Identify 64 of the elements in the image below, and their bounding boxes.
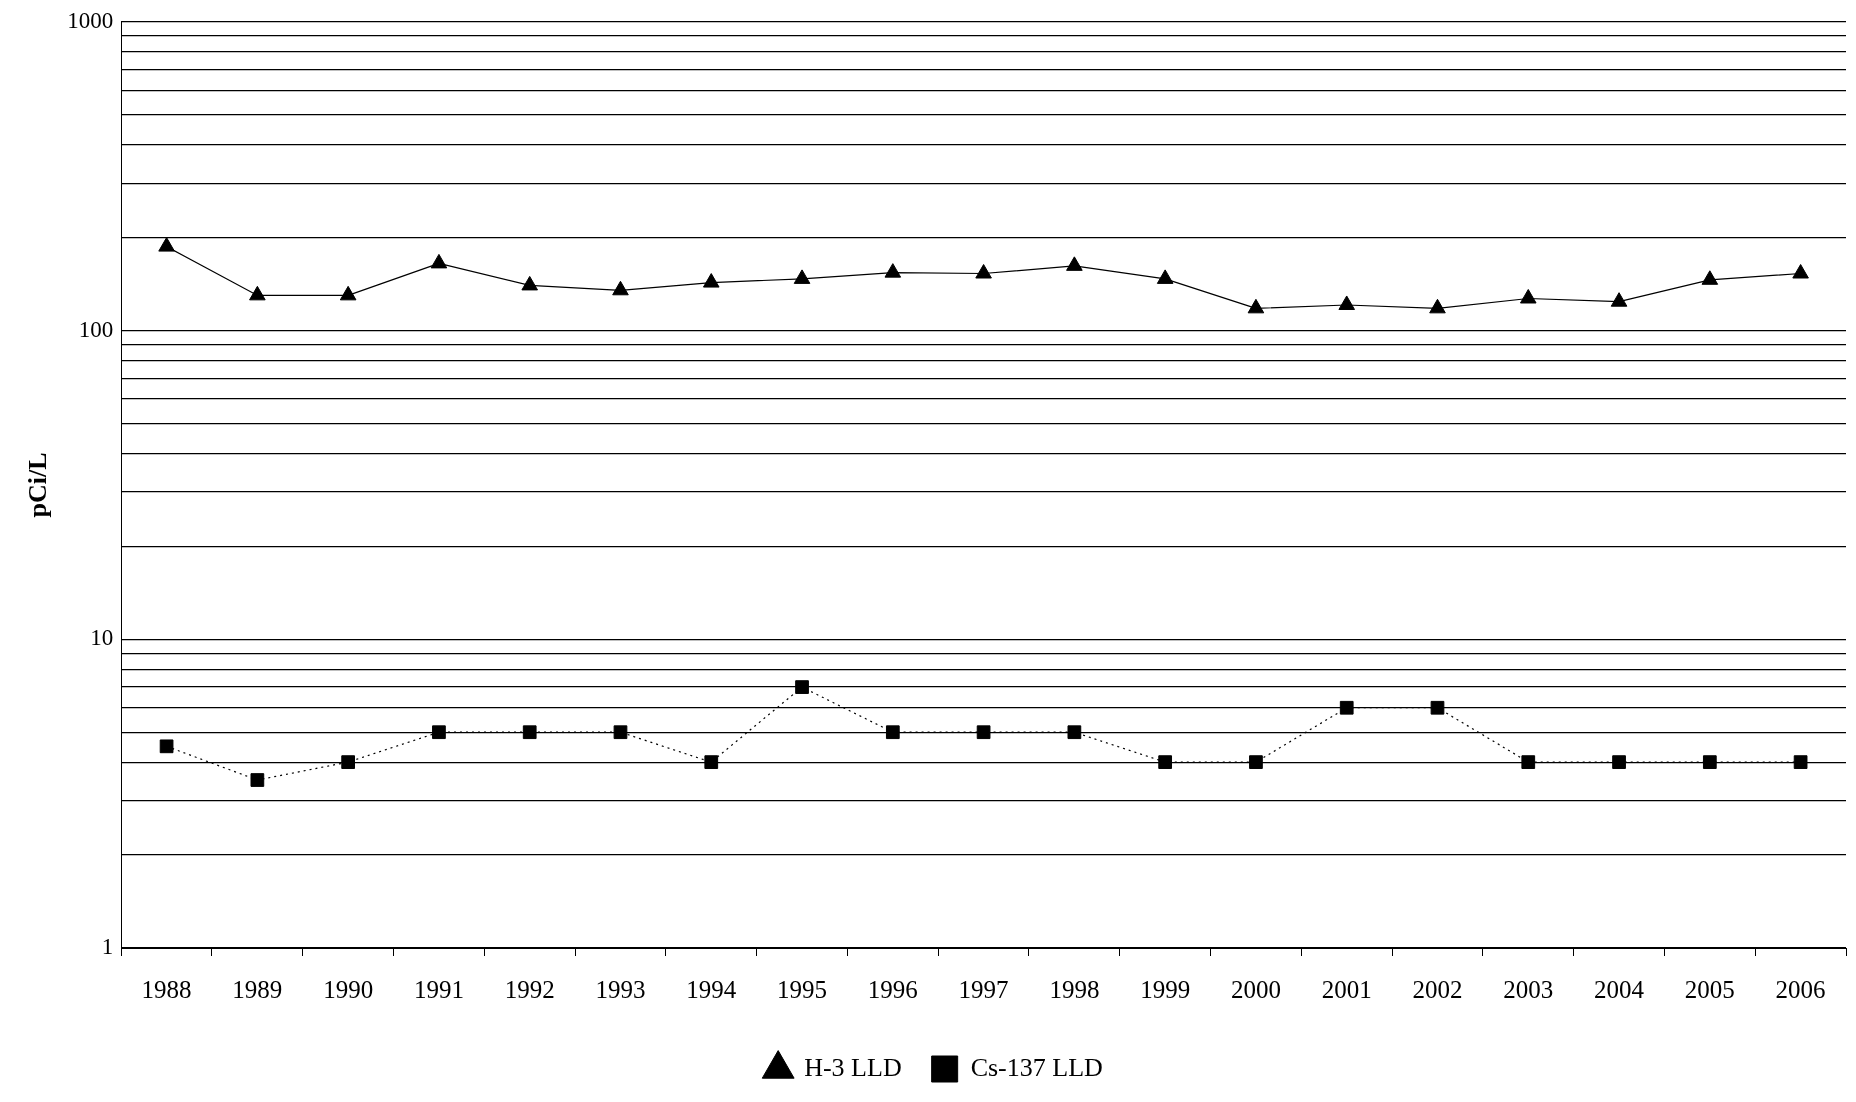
point [1612, 755, 1626, 769]
y-tick-label: 100 [78, 316, 114, 342]
point [704, 755, 719, 769]
point [612, 280, 629, 296]
x-tick-label: 1992 [504, 975, 555, 1003]
point [1247, 298, 1265, 314]
point [1249, 755, 1263, 769]
point [1158, 755, 1173, 769]
x-tick-label: 1988 [141, 975, 192, 1003]
x-tick-label: 1997 [958, 975, 1009, 1003]
x-tick-label: 2004 [1594, 975, 1645, 1003]
y-axis-title: pCi/L [23, 452, 53, 518]
point [1156, 269, 1174, 284]
point [430, 253, 448, 269]
point [339, 285, 357, 301]
point [158, 237, 175, 252]
point [1792, 264, 1809, 279]
x-tick-label: 2005 [1684, 975, 1735, 1003]
point [1066, 256, 1083, 271]
x-tick-label: 2006 [1775, 975, 1826, 1003]
point [1067, 725, 1082, 740]
point [1338, 295, 1356, 310]
point [1701, 270, 1719, 285]
point [522, 725, 537, 740]
legend-label: H-3 LLD [804, 1052, 902, 1082]
x-tick-label: 1996 [867, 975, 918, 1003]
point [1519, 288, 1537, 304]
point [976, 725, 991, 740]
legend-label: Cs-137 LLD [970, 1052, 1103, 1082]
point [793, 269, 811, 284]
point [432, 725, 446, 740]
point [250, 773, 265, 787]
point [975, 264, 992, 279]
point [159, 739, 174, 754]
x-tick-label: 1993 [595, 975, 646, 1003]
x-tick-label: 1994 [686, 975, 737, 1003]
x-tick-label: 1990 [323, 975, 374, 1003]
x-tick-label: 1989 [232, 975, 283, 1003]
point [521, 275, 538, 291]
point [613, 725, 628, 740]
x-tick-label: 2001 [1321, 975, 1372, 1003]
x-tick-label: 1998 [1049, 975, 1100, 1003]
x-tick-label: 2000 [1230, 975, 1281, 1003]
point [1702, 755, 1717, 769]
point [341, 755, 356, 769]
x-tick-label: 2003 [1503, 975, 1554, 1003]
x-tick-label: 1995 [777, 975, 828, 1003]
point [702, 273, 720, 288]
y-tick-label: 1 [101, 934, 114, 960]
point [795, 680, 809, 694]
y-tick-label: 10 [90, 625, 114, 651]
point [1521, 755, 1536, 769]
point [1339, 700, 1354, 715]
point [1430, 700, 1445, 715]
point [1610, 292, 1628, 307]
x-tick-label: 1991 [413, 975, 464, 1003]
point [1429, 298, 1446, 314]
x-tick-label: 2002 [1412, 975, 1463, 1003]
point [1793, 755, 1808, 769]
y-tick-label: 1000 [67, 7, 114, 33]
point [249, 285, 266, 301]
point [885, 725, 900, 740]
point [884, 263, 902, 278]
x-tick-label: 1999 [1140, 975, 1191, 1003]
